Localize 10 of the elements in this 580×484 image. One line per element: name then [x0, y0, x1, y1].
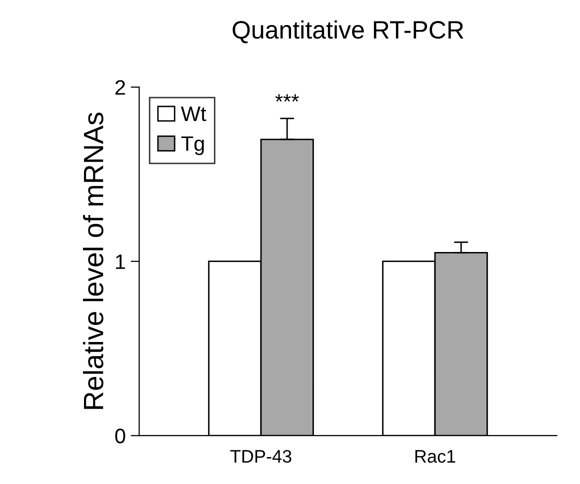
- chart-title: Quantitative RT-PCR: [232, 20, 464, 44]
- y-tick-label: 0: [115, 428, 126, 444]
- legend-label: Tg: [181, 136, 204, 156]
- y-tick-label: 1: [116, 254, 125, 269]
- annotation: ***: [275, 94, 299, 102]
- x-tick-label: TDP-43: [230, 450, 292, 463]
- y-axis-title: Relative level of mRNAs: [82, 112, 104, 409]
- x-tick-label: Rac1: [415, 450, 456, 463]
- y-tick-label: 2: [115, 80, 125, 95]
- legend-label: Wt: [180, 106, 206, 122]
